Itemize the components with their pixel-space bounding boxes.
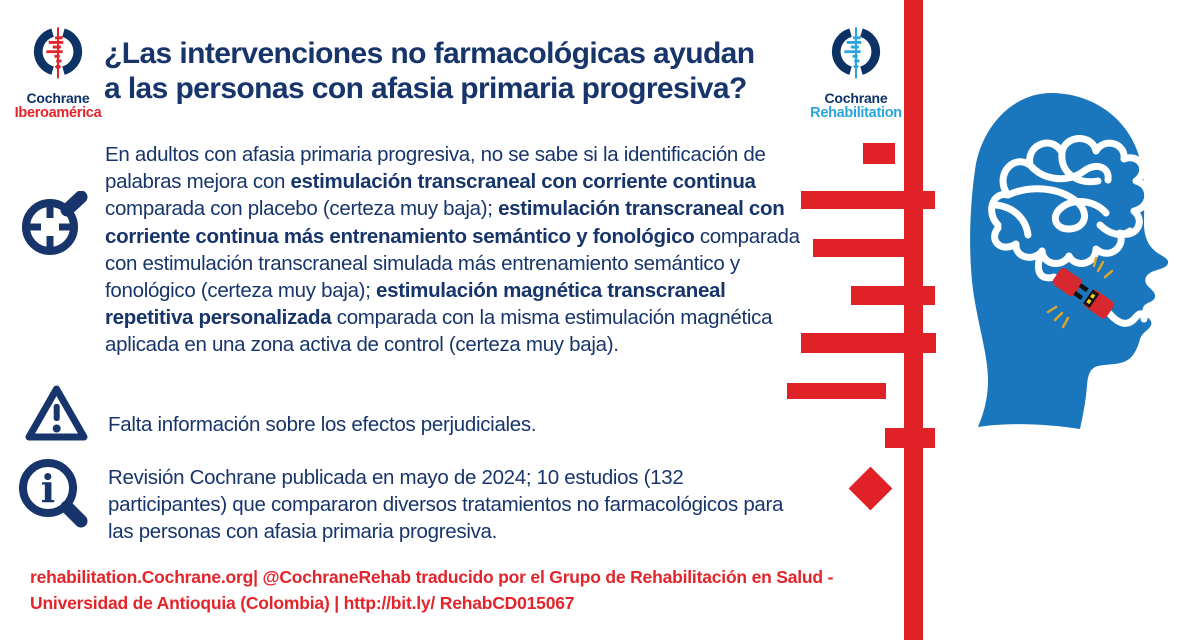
findings-paragraph: En adultos con afasia primaria progresiv… bbox=[105, 141, 807, 359]
forest-plot-bar bbox=[851, 286, 935, 305]
cochrane-iberoamerica-logo: Cochrane Iberoamérica bbox=[10, 26, 106, 121]
text-segment: En adultos con afasia primaria progresiv… bbox=[105, 143, 766, 194]
bold-text-segment: estimulación transcraneal con corriente … bbox=[290, 170, 756, 194]
title-line-2: a las personas con afasia primaria progr… bbox=[104, 72, 747, 105]
cochrane-logo-icon bbox=[831, 27, 881, 79]
forest-plot-bar bbox=[787, 383, 886, 399]
title-line-1: ¿Las intervenciones no farmacológicas ay… bbox=[104, 37, 755, 70]
footer-credit: rehabilitation.Cochrane.org| @CochraneRe… bbox=[30, 565, 900, 616]
page-title: ¿Las intervenciones no farmacológicas ay… bbox=[104, 36, 824, 106]
forest-plot-bar bbox=[813, 239, 906, 257]
logo-subtitle: Iberoamérica bbox=[14, 105, 102, 121]
text-segment: comparada con estimulación transcraneal … bbox=[105, 224, 800, 303]
bold-text-segment: estimulación transcraneal con corriente … bbox=[105, 197, 785, 248]
cochrane-rehabilitation-logo: Cochrane Rehabilitation bbox=[808, 26, 904, 121]
forest-plot-bar bbox=[885, 428, 935, 448]
forest-plot-axis-line bbox=[904, 0, 923, 640]
bold-text-segment: estimulación magnética transcraneal repe… bbox=[105, 279, 726, 330]
text-segment: comparada con la misma estimulación magn… bbox=[105, 306, 773, 357]
tangled-line bbox=[988, 135, 1152, 327]
harms-text: Falta información sobre los efectos perj… bbox=[108, 413, 537, 436]
svg-text:i: i bbox=[41, 466, 55, 511]
footer-line-1: rehabilitation.Cochrane.org| @CochraneRe… bbox=[30, 567, 834, 587]
head-with-tangled-brain-illustration bbox=[970, 92, 1169, 430]
footer-line-2: Universidad de Antioquia (Colombia) | ht… bbox=[30, 592, 575, 613]
forest-plot-diamond bbox=[848, 466, 892, 510]
logo-subtitle: Rehabilitation bbox=[810, 105, 902, 121]
cochrane-logo-icon bbox=[33, 27, 83, 79]
logo-name: Cochrane bbox=[26, 90, 90, 106]
target-magnifier-icon bbox=[20, 190, 90, 262]
unplugged-connector-icon bbox=[1046, 256, 1115, 329]
warning-icon bbox=[24, 382, 89, 451]
forest-plot-bar bbox=[801, 191, 935, 209]
logo-name: Cochrane bbox=[824, 90, 888, 106]
review-info-text: Revisión Cochrane publicada en mayo de 2… bbox=[108, 466, 784, 544]
info-magnifier-icon: i bbox=[17, 457, 90, 535]
forest-plot-bar bbox=[863, 143, 895, 164]
forest-plot-bar bbox=[801, 333, 936, 353]
text-segment: comparada con placebo (certeza muy baja)… bbox=[105, 197, 499, 221]
